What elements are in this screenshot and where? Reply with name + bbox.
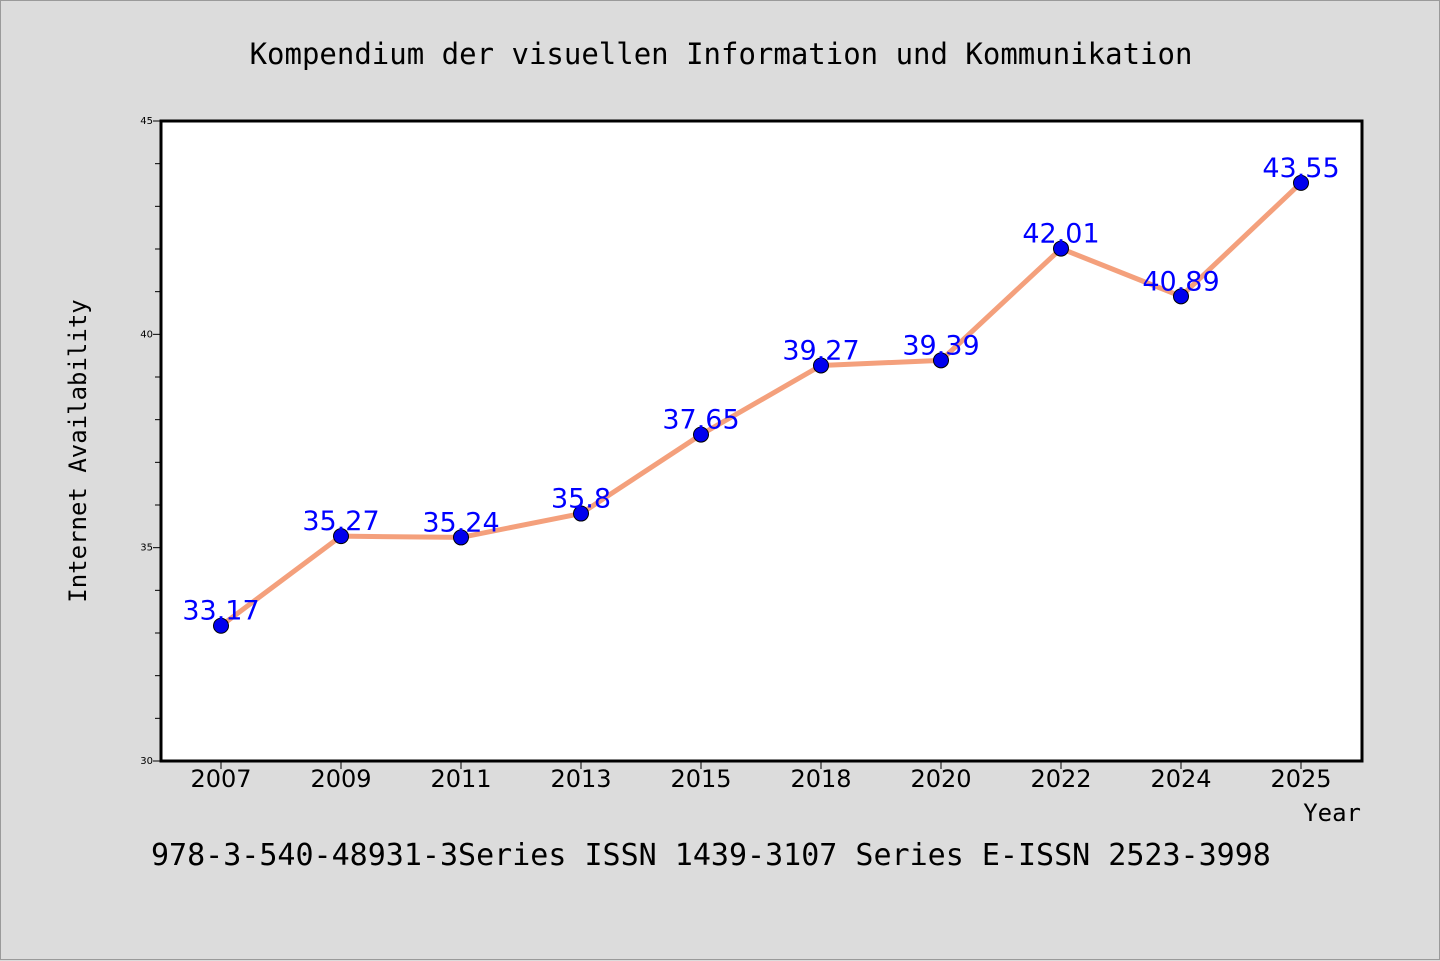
data-point-marker: [813, 357, 829, 374]
data-point-marker: [573, 505, 589, 522]
chart-title: Kompendium der visuellen Information und…: [250, 37, 1193, 71]
x-axis: 2007 2009 2011 2013 2015 2018 2020 2022 2024 2025: [190, 761, 1332, 793]
data-point-marker: [933, 352, 949, 369]
data-point-marker: [453, 529, 469, 546]
x-tick-label: 2007: [190, 765, 251, 793]
y-axis-label: Internet Availability: [64, 299, 92, 602]
y-axis: 30 35 40 45: [140, 116, 161, 767]
y-tick-label: 40: [140, 329, 153, 340]
data-label: 39.39: [902, 330, 979, 361]
plot-area: [159, 119, 1364, 763]
y-tick-label: 30: [140, 756, 153, 767]
data-point-marker: [1053, 240, 1069, 257]
data-label: 35.8: [551, 484, 611, 515]
data-label: 43.55: [1262, 153, 1339, 184]
data-point-marker: [693, 426, 709, 443]
data-point-marker: [1293, 174, 1309, 191]
data-point-marker: [1173, 288, 1189, 305]
x-tick-label: 2022: [1030, 765, 1091, 793]
series-line: [219, 181, 1303, 628]
x-tick-label: 2024: [1150, 765, 1211, 793]
x-tick-label: 2009: [310, 765, 371, 793]
data-point-marker: [213, 617, 229, 634]
data-label: 42.01: [1022, 219, 1099, 250]
x-tick-label: 2013: [550, 765, 611, 793]
data-label: 40.89: [1142, 266, 1219, 297]
y-tick-label: 45: [140, 116, 153, 127]
x-tick-label: 2025: [1270, 765, 1331, 793]
y-tick-label: 35: [140, 543, 153, 554]
x-tick-label: 2015: [670, 765, 731, 793]
data-label: 33.17: [182, 596, 259, 627]
chart-footer: 978-3-540-48931-3Series ISSN 1439-3107 S…: [151, 838, 1271, 873]
data-label: 35.27: [302, 506, 379, 537]
series-layer: [213, 174, 1309, 634]
x-tick-label: 2018: [790, 765, 851, 793]
x-tick-label: 2011: [430, 765, 491, 793]
data-label: 35.24: [422, 507, 499, 538]
x-tick-label: 2020: [910, 765, 971, 793]
data-label: 37.65: [662, 405, 739, 436]
data-point-marker: [333, 528, 349, 545]
data-label: 39.27: [782, 335, 859, 366]
data-label-layer: 33.17 35.27 35.24 35.8 37.65 39.27 39.39 42.01 4…: [182, 153, 1339, 627]
x-axis-label: Year: [1303, 799, 1361, 827]
